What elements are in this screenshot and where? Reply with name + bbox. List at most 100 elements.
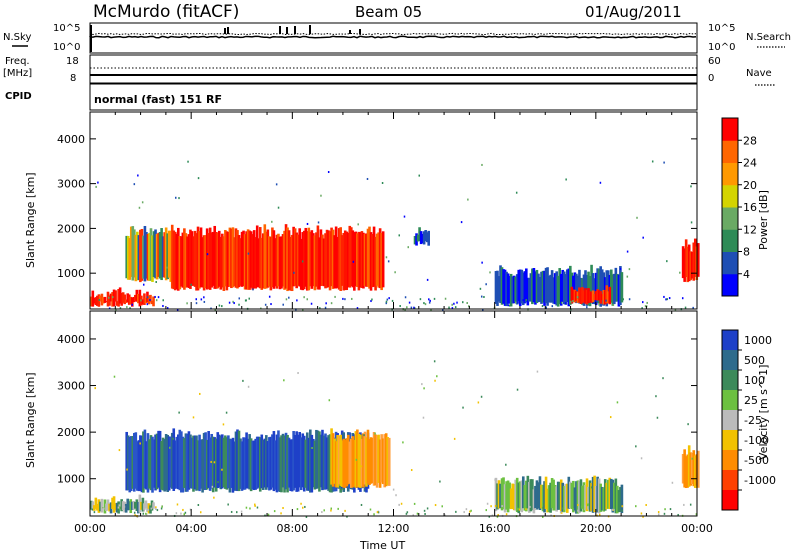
cpid-value: normal (fast) 151 RF bbox=[94, 93, 222, 106]
echo-column bbox=[337, 228, 341, 290]
colorbar-tick-label: -500 bbox=[744, 454, 769, 467]
echo-column bbox=[360, 231, 364, 288]
echo-column bbox=[269, 236, 273, 291]
echo-column bbox=[271, 227, 274, 288]
echo-column bbox=[502, 477, 505, 510]
echo-column bbox=[146, 503, 149, 512]
echo-speck bbox=[550, 514, 552, 517]
echo-column bbox=[126, 235, 130, 280]
echo-column bbox=[102, 297, 105, 304]
echo-column bbox=[505, 271, 508, 307]
echo-column bbox=[284, 432, 288, 490]
echo-column bbox=[94, 297, 98, 306]
echo-column bbox=[127, 294, 131, 305]
echo-column bbox=[261, 233, 265, 289]
echo-speck bbox=[225, 411, 228, 414]
echo-column bbox=[532, 267, 536, 303]
echo-column bbox=[131, 226, 135, 281]
echo-column bbox=[192, 236, 195, 286]
echo-column bbox=[322, 238, 326, 287]
nsky-trace bbox=[89, 35, 697, 39]
echo-speck bbox=[386, 298, 389, 301]
echo-column bbox=[152, 439, 156, 488]
echo-column bbox=[99, 501, 102, 512]
echo-speck bbox=[488, 515, 491, 518]
echo-column bbox=[173, 231, 177, 291]
echo-column bbox=[204, 432, 207, 490]
echo-speck bbox=[605, 299, 607, 302]
echo-speck bbox=[691, 457, 694, 460]
echo-column bbox=[193, 435, 197, 490]
echo-column bbox=[526, 475, 530, 509]
echo-speck bbox=[324, 306, 327, 309]
echo-speck bbox=[388, 297, 390, 300]
echo-speck bbox=[306, 298, 309, 301]
echo-speck bbox=[410, 469, 413, 472]
echo-column bbox=[196, 226, 200, 291]
echo-speck bbox=[280, 512, 282, 515]
echo-column bbox=[196, 440, 200, 491]
echo-speck bbox=[206, 253, 209, 256]
echo-speck bbox=[536, 370, 539, 373]
echo-speck bbox=[351, 297, 353, 300]
echo-speck bbox=[466, 301, 468, 304]
echo-column bbox=[283, 230, 286, 290]
echo-speck bbox=[669, 508, 672, 511]
echo-speck bbox=[565, 178, 567, 181]
echo-column bbox=[608, 286, 612, 305]
echo-column bbox=[593, 475, 596, 513]
nsky-traces bbox=[89, 25, 697, 52]
echo-column bbox=[584, 288, 587, 304]
echo-speck bbox=[310, 302, 313, 305]
echo-speck bbox=[433, 360, 436, 363]
echo-column bbox=[263, 224, 267, 289]
echo-speck bbox=[337, 507, 339, 510]
echo-speck bbox=[410, 306, 413, 309]
echo-column bbox=[136, 231, 139, 281]
echo-speck bbox=[305, 515, 308, 518]
echo-column bbox=[248, 230, 251, 290]
echo-column bbox=[616, 485, 619, 514]
echo-column bbox=[139, 229, 142, 283]
echo-column bbox=[208, 227, 212, 290]
echo-column bbox=[147, 295, 151, 305]
echo-column bbox=[573, 272, 577, 302]
echo-column bbox=[591, 273, 595, 305]
echo-speck bbox=[186, 302, 188, 305]
echo-speck bbox=[218, 304, 221, 307]
echo-speck bbox=[622, 298, 625, 301]
echo-column bbox=[109, 293, 113, 302]
echo-speck bbox=[139, 442, 141, 445]
echo-speck bbox=[267, 513, 270, 516]
echo-column bbox=[555, 486, 558, 512]
echo-speck bbox=[330, 507, 333, 510]
echo-column bbox=[233, 237, 236, 287]
echo-speck bbox=[483, 295, 485, 298]
echo-speck bbox=[516, 508, 518, 511]
echo-column bbox=[96, 503, 99, 511]
echo-column bbox=[131, 435, 135, 489]
echo-column bbox=[214, 438, 218, 492]
echo-column bbox=[132, 229, 136, 278]
echo-speck bbox=[142, 283, 145, 286]
echo-column bbox=[309, 429, 312, 493]
velocity-data-layer bbox=[90, 360, 700, 518]
echo-column bbox=[422, 231, 426, 245]
echo-speck bbox=[138, 206, 141, 209]
y-tick-label: 2000 bbox=[57, 222, 85, 235]
echo-speck bbox=[644, 305, 647, 308]
echo-column bbox=[305, 432, 309, 491]
echo-column bbox=[514, 276, 517, 303]
echo-column bbox=[327, 230, 330, 288]
echo-column bbox=[304, 227, 308, 287]
echo-column bbox=[170, 224, 174, 289]
echo-speck bbox=[422, 416, 425, 419]
echo-column bbox=[275, 434, 279, 493]
echo-speck bbox=[541, 515, 544, 518]
freq-panel-frame bbox=[89, 54, 698, 84]
echo-column bbox=[497, 480, 501, 509]
echo-speck bbox=[442, 308, 444, 311]
echo-column bbox=[251, 440, 254, 490]
echo-column bbox=[380, 434, 383, 483]
echo-column bbox=[526, 277, 530, 306]
